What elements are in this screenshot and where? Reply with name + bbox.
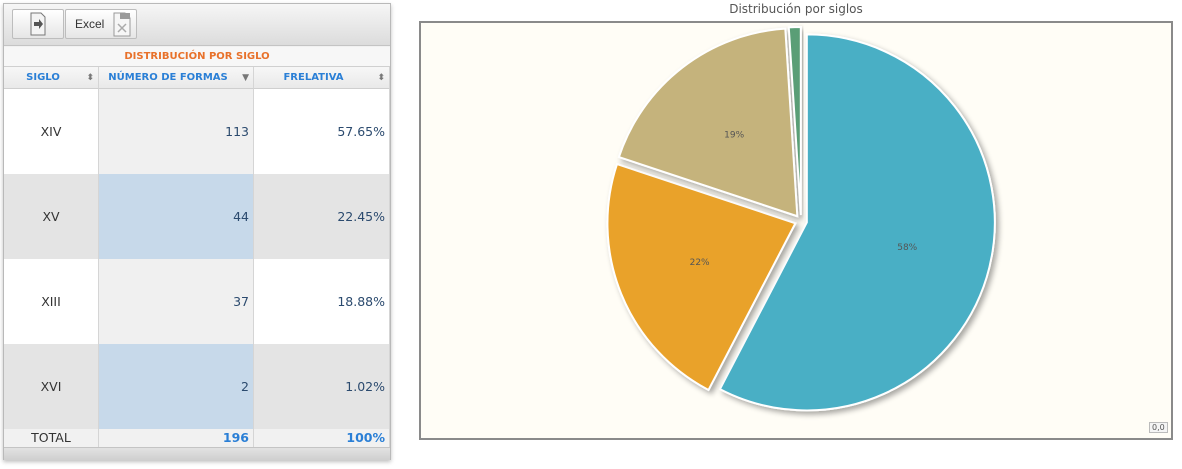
grid-toolbar: Excel — [4, 4, 390, 46]
excel-file-icon — [113, 12, 131, 37]
zoom-indicator: 0,0 — [1149, 422, 1168, 433]
cell-siglo[interactable]: XIV — [4, 89, 99, 174]
cell-numero-de-formas[interactable]: 44 — [99, 174, 254, 259]
column-header-label: SIGLO — [26, 72, 60, 83]
sort-desc-icon: ▼ — [242, 73, 249, 83]
export-button[interactable] — [12, 9, 64, 39]
pie-slice[interactable] — [617, 27, 799, 218]
cell-siglo[interactable]: XVI — [4, 344, 99, 429]
total-numero-de-formas: 196 — [99, 429, 254, 447]
column-header-label: FRELATIVA — [283, 72, 344, 83]
chart-title: Distribución por siglos — [729, 2, 863, 16]
cell-numero-de-formas[interactable]: 113 — [99, 89, 254, 174]
pie-chart: 58% 22% 19% — [606, 26, 996, 412]
pie-slice-label: 58% — [897, 243, 917, 253]
grid-panel: Excel DISTRIBUCIÓN POR SIGLO SIGLO ⬍ NÚM… — [3, 3, 391, 460]
excel-export-button[interactable]: Excel — [65, 9, 137, 39]
cell-siglo[interactable]: XV — [4, 174, 99, 259]
cell-siglo[interactable]: XIII — [4, 259, 99, 344]
cell-frelativa[interactable]: 1.02% — [254, 344, 390, 429]
column-header-siglo[interactable]: SIGLO ⬍ — [4, 67, 99, 89]
total-label: TOTAL — [4, 429, 99, 447]
cell-numero-de-formas[interactable]: 2 — [99, 344, 254, 429]
cell-frelativa[interactable]: 57.65% — [254, 89, 390, 174]
column-header-label: NÚMERO DE FORMAS — [108, 72, 228, 83]
grid-caption: DISTRIBUCIÓN POR SIGLO — [4, 47, 390, 67]
grid-footer-bar — [4, 447, 390, 460]
cell-frelativa[interactable]: 22.45% — [254, 174, 390, 259]
cell-numero-de-formas[interactable]: 37 — [99, 259, 254, 344]
total-frelativa: 100% — [254, 429, 390, 447]
export-icon — [30, 12, 46, 36]
excel-button-label: Excel — [75, 17, 105, 31]
pie-slice[interactable] — [718, 33, 996, 412]
pie-slice-label: 22% — [690, 258, 710, 268]
chart-plot-area: 58% 22% 19% — [419, 21, 1173, 440]
sort-both-icon: ⬍ — [377, 73, 385, 83]
column-header-numero-de-formas[interactable]: NÚMERO DE FORMAS ▼ — [99, 67, 254, 89]
pie-slice[interactable] — [606, 162, 797, 392]
pie-slice[interactable] — [787, 26, 802, 216]
column-header-frelativa[interactable]: FRELATIVA ⬍ — [254, 67, 390, 89]
sort-both-icon: ⬍ — [86, 73, 94, 83]
pie-slice-label: 19% — [724, 130, 744, 140]
cell-frelativa[interactable]: 18.88% — [254, 259, 390, 344]
